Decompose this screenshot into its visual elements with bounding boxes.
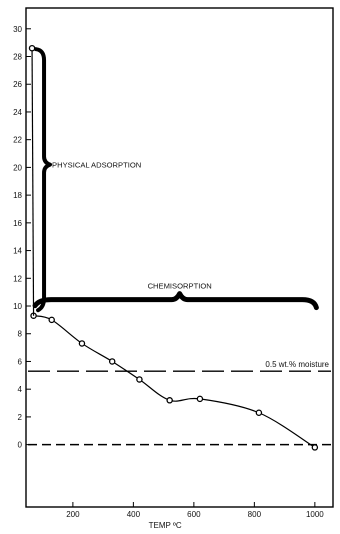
x-axis: 200 400 600 800 1000 TEMP ºC [66, 502, 324, 530]
y-tick-label: 14 [13, 247, 22, 256]
chemisorption-brace [32, 291, 319, 311]
x-tick-label: 400 [127, 510, 141, 519]
data-point [136, 376, 143, 383]
y-tick-label: 10 [13, 302, 22, 311]
y-tick-label: 16 [13, 219, 22, 228]
top-data-point [28, 44, 36, 52]
y-tick-label: 0 [18, 441, 23, 450]
y-tick-label: 26 [13, 80, 22, 89]
series-line [33, 315, 316, 448]
annotations: PHYSICAL ADSORPTION CHEMISORPTION [32, 47, 319, 313]
x-tick-label: 1000 [306, 510, 324, 519]
x-tick-label: 800 [248, 510, 262, 519]
y-tick-label: 22 [13, 136, 22, 145]
physical-brace [34, 47, 53, 313]
data-point [196, 395, 204, 403]
x-tick-label: 200 [66, 510, 80, 519]
y-tick-label: 6 [18, 357, 23, 366]
y-tick-label: 28 [13, 53, 22, 62]
data-point [311, 444, 319, 451]
top-drop-line [31, 48, 35, 316]
x-axis-label: TEMP ºC [149, 521, 182, 529]
y-tick-label: 24 [13, 108, 22, 117]
data-point [166, 397, 173, 404]
moisture-label: 0.5 wt.% moisture [265, 360, 329, 369]
y-tick-label: 30 [13, 25, 22, 34]
y-tick-label: 20 [13, 163, 22, 172]
plot-frame [25, 7, 334, 508]
chemisorption-label: CHEMISORPTION [148, 282, 212, 291]
data-point [48, 316, 55, 324]
series [28, 44, 319, 451]
y-tick-label: 4 [18, 385, 23, 394]
y-tick-label: 18 [13, 191, 22, 200]
data-point [78, 340, 86, 347]
data-point [108, 358, 116, 365]
y-tick-label: 2 [18, 413, 23, 422]
x-tick-label: 600 [187, 510, 201, 519]
y-tick-label: 12 [13, 274, 22, 283]
data-point [255, 409, 263, 416]
physical-adsorption-label: PHYSICAL ADSORPTION [52, 161, 141, 170]
reference-lines: 0.5 wt.% moisture [28, 360, 331, 446]
y-tick-label: 8 [18, 330, 23, 339]
